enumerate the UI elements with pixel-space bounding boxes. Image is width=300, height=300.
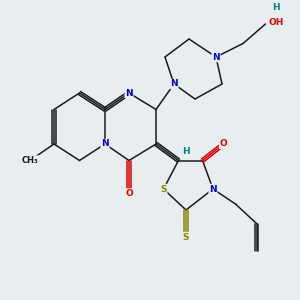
Text: N: N	[209, 184, 217, 194]
Text: O: O	[220, 140, 227, 148]
Text: N: N	[212, 52, 220, 62]
Text: S: S	[183, 232, 189, 242]
Text: CH₃: CH₃	[22, 156, 38, 165]
Text: OH: OH	[268, 18, 284, 27]
Text: N: N	[170, 80, 178, 88]
Text: O: O	[125, 189, 133, 198]
Text: H: H	[272, 3, 280, 12]
Text: N: N	[125, 88, 133, 98]
Text: N: N	[101, 140, 109, 148]
Text: S: S	[160, 184, 167, 194]
Text: H: H	[182, 147, 190, 156]
